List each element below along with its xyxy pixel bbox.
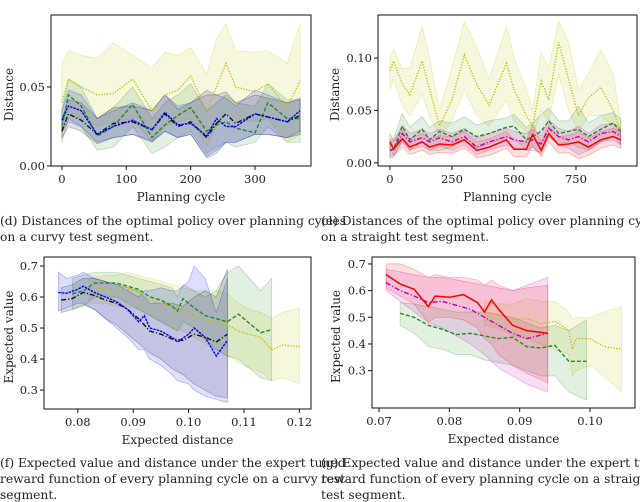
y-tick-label: 0.4 [20, 352, 38, 366]
series-band-1 [71, 265, 273, 382]
series-line-1 [61, 93, 301, 139]
y-tick-label: 0.7 [348, 257, 366, 271]
y-tick-label: 0.6 [348, 284, 366, 298]
series-line-0 [389, 42, 622, 132]
chart-panel-d: 0 100 200 300 0.00 0.05 Planning cycle Distance… [0, 14, 346, 244]
series-line-1 [72, 282, 272, 334]
x-tick-label: 0 [386, 172, 393, 186]
plot-area [385, 263, 622, 401]
x-tick-label: 250 [441, 172, 463, 186]
series-line-3 [58, 285, 228, 358]
x-tick-label: 200 [180, 172, 202, 186]
series-line-2 [61, 112, 301, 139]
x-tick-label: 0 [58, 172, 65, 186]
caption-line: on a curvy test segment. [0, 230, 154, 244]
plot-area [58, 265, 300, 403]
x-tick-label: 100 [115, 172, 137, 186]
x-tick-label: 750 [565, 172, 587, 186]
series-line-1 [389, 119, 622, 151]
x-axis-label: Planning cycle [463, 190, 552, 204]
x-tick-label: 500 [503, 172, 525, 186]
x-tick-label: 0.10 [577, 414, 603, 428]
series-line-0 [61, 61, 301, 113]
x-tick-label: 0.08 [437, 414, 463, 428]
x-tick-label: 0.10 [176, 415, 202, 429]
y-tick-label: 0.10 [346, 51, 372, 65]
chart-panel-f: 0.08 0.09 0.10 0.11 0.12 0.3 0.4 0.5 0.6 0.7 Expec… [0, 256, 346, 502]
x-tick-label: 0.11 [231, 415, 257, 429]
series-band-2 [385, 268, 549, 393]
caption-line: reward function of every planning cycle … [321, 472, 640, 486]
series-line-3 [61, 105, 301, 138]
series-line-3 [385, 273, 548, 335]
series-band-0 [61, 22, 301, 148]
y-tick-label: 0.5 [348, 310, 366, 324]
caption-line: (d) Distances of the optimal policy over… [0, 214, 346, 228]
series-band-1 [399, 302, 587, 401]
x-tick-label: 0.09 [120, 415, 146, 429]
series-band-2 [389, 119, 621, 158]
y-tick-label: 0.00 [346, 156, 372, 170]
axes-frame [377, 14, 638, 167]
series-band-3 [389, 123, 621, 160]
x-tick-label: 300 [244, 172, 266, 186]
y-axis-label: Distance [2, 68, 16, 121]
series-line-2 [385, 281, 548, 340]
series-band-1 [61, 78, 301, 154]
series-band-3 [58, 265, 228, 403]
series-line-2 [61, 291, 228, 343]
y-axis-label: Expected value [329, 290, 343, 383]
series-line-0 [88, 286, 300, 351]
x-axis-label: Expected distance [122, 433, 234, 447]
x-tick-label: 0.07 [366, 414, 392, 428]
caption-line: test segment. [321, 488, 406, 502]
caption-line: (g) Expected value and distance under th… [321, 456, 640, 470]
caption-line: (e) Distances of the optimal policy over… [321, 214, 640, 228]
y-tick-label: 0.05 [346, 103, 372, 117]
y-tick-label: 0.3 [20, 383, 38, 397]
plot-area [389, 20, 622, 160]
caption-line: reward function of every planning cycle … [0, 472, 345, 486]
x-axis-label: Planning cycle [137, 190, 226, 204]
y-tick-label: 0.5 [20, 321, 38, 335]
x-tick-label: 0.09 [507, 414, 533, 428]
y-tick-label: 0.4 [348, 337, 366, 351]
series-line-2 [389, 127, 622, 151]
x-tick-label: 0.08 [65, 415, 91, 429]
series-line-3 [389, 132, 621, 152]
axes-frame [50, 14, 312, 167]
plot-area [61, 22, 301, 159]
y-tick-label: 0.00 [19, 159, 45, 173]
series-band-2 [60, 268, 228, 399]
series-line-1 [399, 312, 587, 362]
caption-line: on a straight test segment. [321, 230, 489, 244]
y-tick-label: 0.05 [19, 80, 45, 94]
y-tick-label: 0.7 [20, 259, 38, 273]
y-axis-label: Expected value [2, 290, 16, 383]
chart-panel-e: 0 250 500 750 0.00 0.05 0.10 Planning cycle Dist… [321, 14, 640, 244]
axes-frame [371, 256, 636, 409]
y-tick-label: 0.6 [20, 290, 38, 304]
series-band-1 [389, 105, 621, 160]
x-tick-label: 0.12 [287, 415, 313, 429]
y-tick-label: 0.3 [348, 364, 366, 378]
caption-line: (f) Expected value and distance under th… [0, 456, 346, 470]
series-band-3 [385, 263, 549, 384]
x-axis-label: Expected distance [448, 432, 560, 446]
series-line-0 [484, 311, 622, 350]
y-axis-label: Distance [328, 68, 342, 121]
chart-panel-g: 0.07 0.08 0.09 0.10 0.3 0.4 0.5 0.6 0.7 Expected … [321, 256, 640, 502]
caption-line: segment. [0, 488, 57, 502]
axes-frame [43, 256, 312, 410]
